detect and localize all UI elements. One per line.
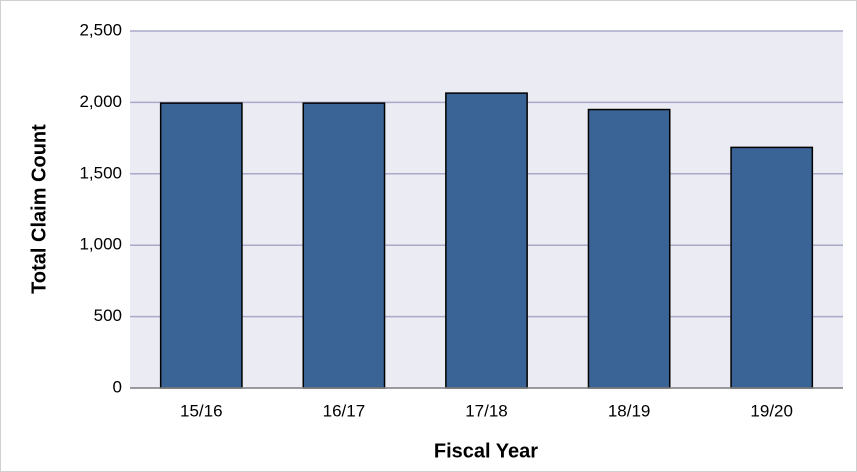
y-axis-title: Total Claim Count [28, 124, 50, 294]
y-tick-label: 500 [94, 306, 122, 325]
x-tick-label: 17/18 [465, 401, 508, 420]
y-tick-label: 1,500 [79, 163, 122, 182]
x-tick-label: 19/20 [750, 401, 793, 420]
x-axis-title: Fiscal Year [434, 440, 538, 462]
y-tick-label: 2,500 [79, 20, 122, 39]
x-tick-label: 18/19 [608, 401, 651, 420]
x-tick-label: 16/17 [323, 401, 366, 420]
y-tick-label: 1,000 [79, 235, 122, 254]
bar [730, 146, 814, 389]
bar [302, 102, 386, 389]
bar [587, 108, 671, 389]
x-tick-label: 15/16 [180, 401, 223, 420]
bar [159, 102, 243, 389]
y-tick-label: 0 [113, 377, 122, 396]
y-tick-label: 2,000 [79, 92, 122, 111]
bar [445, 92, 528, 389]
